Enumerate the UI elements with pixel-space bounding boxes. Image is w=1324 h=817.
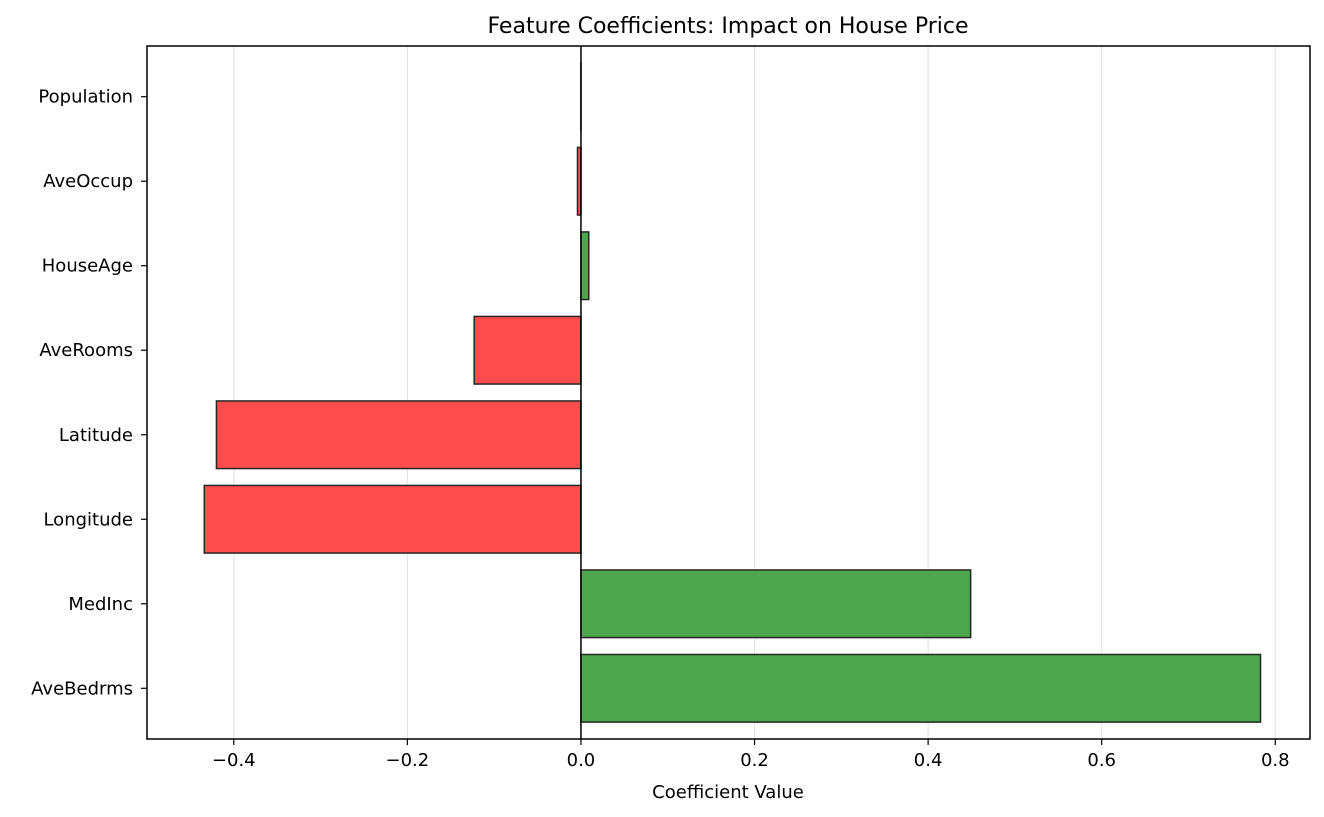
bar-avebedrms	[580, 653, 1262, 723]
x-tick-label: −0.2	[386, 750, 430, 771]
x-tick-label: −0.4	[212, 750, 256, 771]
y-tick-label: AveBedrms	[31, 678, 133, 699]
x-tick-label: 0.2	[740, 750, 769, 771]
y-tick-label: AveOccup	[43, 171, 133, 192]
y-ticks: AveBedrms MedInc Longitude Latitude AveRooms…	[31, 87, 147, 699]
bar-longitude	[203, 484, 582, 554]
y-tick-label: Longitude	[43, 509, 133, 530]
x-tick-label: 0.8	[1261, 750, 1290, 771]
x-tick-label: 0.6	[1087, 750, 1116, 771]
plot-frame	[146, 45, 1311, 740]
y-tick-label: Population	[38, 87, 133, 108]
bars	[203, 62, 1262, 723]
x-ticks: −0.4 −0.2 0.0 0.2 0.4 0.6 0.8	[212, 739, 1290, 771]
y-tick-label: Latitude	[59, 425, 133, 446]
bar-averooms	[473, 315, 582, 385]
y-tick-label: MedInc	[68, 594, 133, 615]
bar-latitude	[215, 400, 582, 470]
chart-title: Feature Coefficients: Impact on House Pr…	[487, 14, 968, 39]
x-tick-label: 0.4	[914, 750, 943, 771]
x-axis-label: Coefficient Value	[652, 782, 804, 803]
bar-medinc	[580, 569, 972, 639]
bar-houseage	[580, 231, 590, 301]
y-tick-label: AveRooms	[39, 340, 133, 361]
x-tick-label: 0.0	[567, 750, 596, 771]
y-tick-label: HouseAge	[42, 256, 133, 277]
